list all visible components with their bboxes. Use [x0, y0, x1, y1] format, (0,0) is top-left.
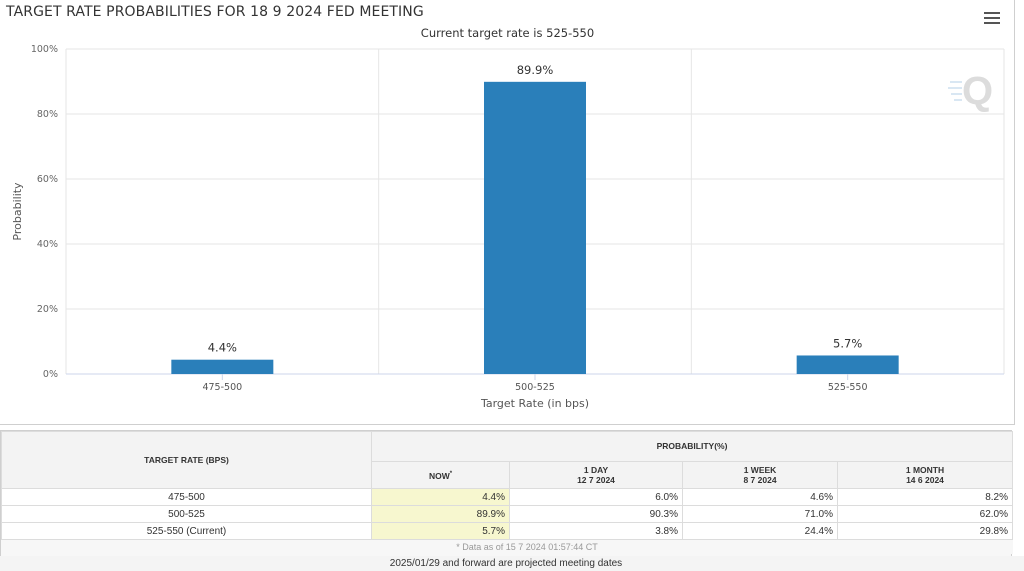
col-header-label: 1 DAY [583, 464, 609, 475]
col-header-label: 1 WEEK [743, 464, 777, 475]
y-tick-label: 0% [43, 369, 58, 380]
projected-dates-note: 2025/01/29 and forward are projected mee… [389, 558, 623, 569]
table-row: 475-500 4.4% 6.0% 4.6% 8.2% [1, 488, 1013, 506]
table-row: 525-550 (Current) 5.7% 3.8% 24.4% 29.8% [1, 522, 1013, 540]
y-tick-label: 40% [37, 239, 58, 250]
svg-text:Q: Q [962, 69, 993, 113]
col-header-date: 14 6 2024 [906, 474, 944, 485]
table-row: 500-525 89.9% 90.3% 71.0% 62.0% [1, 505, 1013, 523]
bar-data-label: 4.4% [208, 341, 237, 355]
cell-1day: 90.3% [509, 505, 683, 523]
bar-data-label: 5.7% [833, 336, 862, 350]
y-tick-label: 60% [37, 174, 58, 185]
row-rate: 500-525 [1, 505, 372, 523]
col-header-1month: 1 MONTH 14 6 2024 [837, 460, 1013, 490]
col-header-sup: * [449, 470, 453, 477]
y-tick-label: 80% [37, 109, 58, 120]
cell-now: 5.7% [371, 522, 510, 540]
probability-header: PROBABILITY(%) [371, 431, 1013, 462]
cell-1week: 24.4% [682, 522, 838, 540]
rate-header: TARGET RATE (BPS) [1, 431, 372, 489]
hamburger-menu-icon[interactable] [984, 12, 1000, 26]
cell-now: 89.9% [371, 505, 510, 523]
col-header-label: NOW [428, 470, 450, 481]
bar-chart: 0% 20% 40% 60% 80% 100% Probability 4.4% 475-500… [11, 44, 1005, 410]
col-header-1week: 1 WEEK 8 7 2024 [682, 460, 838, 490]
y-tick-label: 20% [37, 304, 58, 315]
bar [171, 359, 274, 374]
q-logo-icon: Q [948, 69, 993, 113]
col-header-date: 8 7 2024 [743, 474, 777, 485]
col-header-date: 12 7 2024 [577, 474, 615, 485]
bar [796, 355, 899, 374]
chart-subtitle: Current target rate is 525-550 [420, 26, 595, 40]
y-axis-label: Probability [11, 182, 24, 241]
x-tick-label: 500-525 [515, 382, 555, 393]
cell-1day: 6.0% [509, 488, 683, 506]
bar-data-label: 89.9% [517, 63, 554, 77]
data-timestamp-note: * Data as of 15 7 2024 01:57:44 CT [371, 539, 683, 554]
x-tick-label: 475-500 [202, 382, 242, 393]
bar [484, 81, 586, 374]
cell-now: 4.4% [371, 488, 510, 506]
probability-table: TARGET RATE (BPS) PROBABILITY(%) NOW* 1 … [0, 430, 1013, 571]
row-rate: 525-550 (Current) [1, 522, 372, 540]
cell-1month: 62.0% [837, 505, 1013, 523]
col-header-label: 1 MONTH [905, 464, 945, 475]
cell-1week: 71.0% [682, 505, 838, 523]
y-tick-label: 100% [31, 44, 58, 55]
cell-1month: 8.2% [837, 488, 1013, 506]
col-header-1day: 1 DAY 12 7 2024 [509, 460, 683, 490]
chart-title: TARGET RATE PROBABILITIES FOR 18 9 2024 … [6, 4, 424, 20]
x-tick-label: 525-550 [828, 382, 868, 393]
cell-1month: 29.8% [837, 522, 1013, 540]
row-rate: 475-500 [1, 488, 372, 506]
cell-1day: 3.8% [509, 522, 683, 540]
x-axis-label: Target Rate (in bps) [480, 397, 589, 410]
col-header-now: NOW* [371, 460, 510, 490]
footer-strip [0, 556, 1024, 571]
cell-1week: 4.6% [682, 488, 838, 506]
chart-panel: TARGET RATE PROBABILITIES FOR 18 9 2024 … [0, 0, 1015, 425]
